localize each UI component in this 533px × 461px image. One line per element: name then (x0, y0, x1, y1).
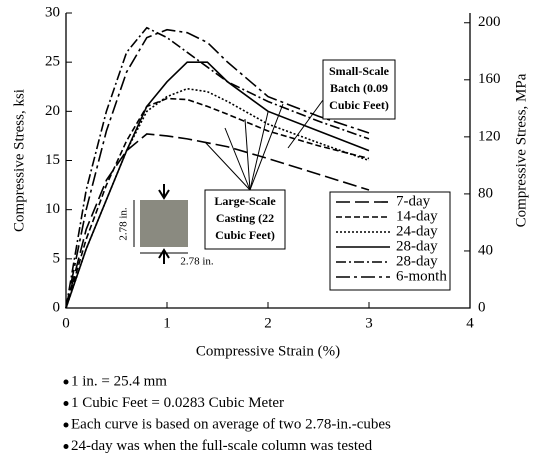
x-tick-label: 2 (264, 315, 272, 331)
load-arrow (158, 248, 170, 264)
bullet (63, 422, 69, 428)
annotation-text: Small-Scale (329, 64, 390, 78)
x-tick-label: 1 (163, 315, 171, 331)
legend-label: 24-day (396, 223, 438, 239)
annotation-box (204, 189, 286, 250)
y2-tick-label: 40 (478, 242, 493, 258)
series-line (65, 133, 370, 309)
y-axis-label: Compressive Stress, ksi (11, 89, 27, 232)
y-tick-label: 30 (45, 4, 60, 20)
y-tick-label: 15 (45, 152, 60, 168)
note: 1 in. = 25.4 mm (71, 373, 167, 389)
y2-tick-label: 0 (478, 299, 486, 315)
y-tick-label: 20 (45, 103, 60, 119)
y-tick-label: 10 (45, 201, 60, 217)
note: 1 Cubic Feet = 0.0283 Cubic Meter (71, 395, 284, 411)
legend-label: 28-day (396, 238, 438, 254)
legend-box (329, 191, 451, 291)
x-axis-label: Compressive Strain (%) (196, 343, 340, 359)
load-arrow (158, 184, 170, 200)
annotation-pointer (224, 127, 251, 191)
annotation-text: Batch (0.09 (330, 81, 388, 95)
legend-label: 6-month (396, 268, 447, 284)
bullet (63, 444, 69, 449)
y-tick-label: 5 (53, 250, 61, 266)
annotation-pointer (287, 99, 324, 149)
x-tick-label: 4 (466, 315, 474, 331)
y-tick-label: 0 (53, 299, 61, 315)
y2-tick-label: 200 (478, 14, 501, 30)
x-tick-label: 0 (62, 315, 70, 331)
y2-tick-label: 120 (478, 128, 501, 144)
x-tick-label: 3 (365, 315, 373, 331)
legend-label: 14-day (396, 208, 438, 224)
bullet (63, 379, 69, 385)
specimen-label: 2.78 in. (180, 256, 214, 268)
y2-axis-label: Compressive Stress, MPa (513, 73, 529, 227)
note: Each curve is based on average of two 2.… (71, 416, 391, 432)
annotation-pointer (204, 141, 251, 191)
annotation-pointer (249, 103, 284, 191)
y-tick-label: 25 (45, 54, 60, 70)
bullet (63, 401, 69, 406)
legend-label: 7-day (396, 193, 431, 209)
annotation-text: Cubic Feet) (215, 228, 275, 242)
series-line (65, 26, 370, 309)
specimen-label: 2.78 in. (118, 207, 130, 241)
annotation-box (322, 59, 396, 120)
annotation-text: Casting (22 (216, 211, 274, 225)
legend-label: 28-day (396, 253, 438, 269)
annotation-pointer (249, 111, 269, 191)
y2-tick-label: 80 (478, 185, 493, 201)
note: 24-day was when the full-scale column wa… (71, 438, 373, 454)
series-line (65, 61, 370, 309)
annotation-text: Large-Scale (214, 194, 276, 208)
series-line (65, 97, 370, 309)
specimen-cube (140, 200, 188, 247)
series-line (65, 87, 370, 309)
annotation-text: Cubic Feet) (329, 98, 389, 112)
y2-tick-label: 160 (478, 71, 501, 87)
annotation-pointer (244, 118, 251, 191)
series-line (65, 28, 370, 309)
